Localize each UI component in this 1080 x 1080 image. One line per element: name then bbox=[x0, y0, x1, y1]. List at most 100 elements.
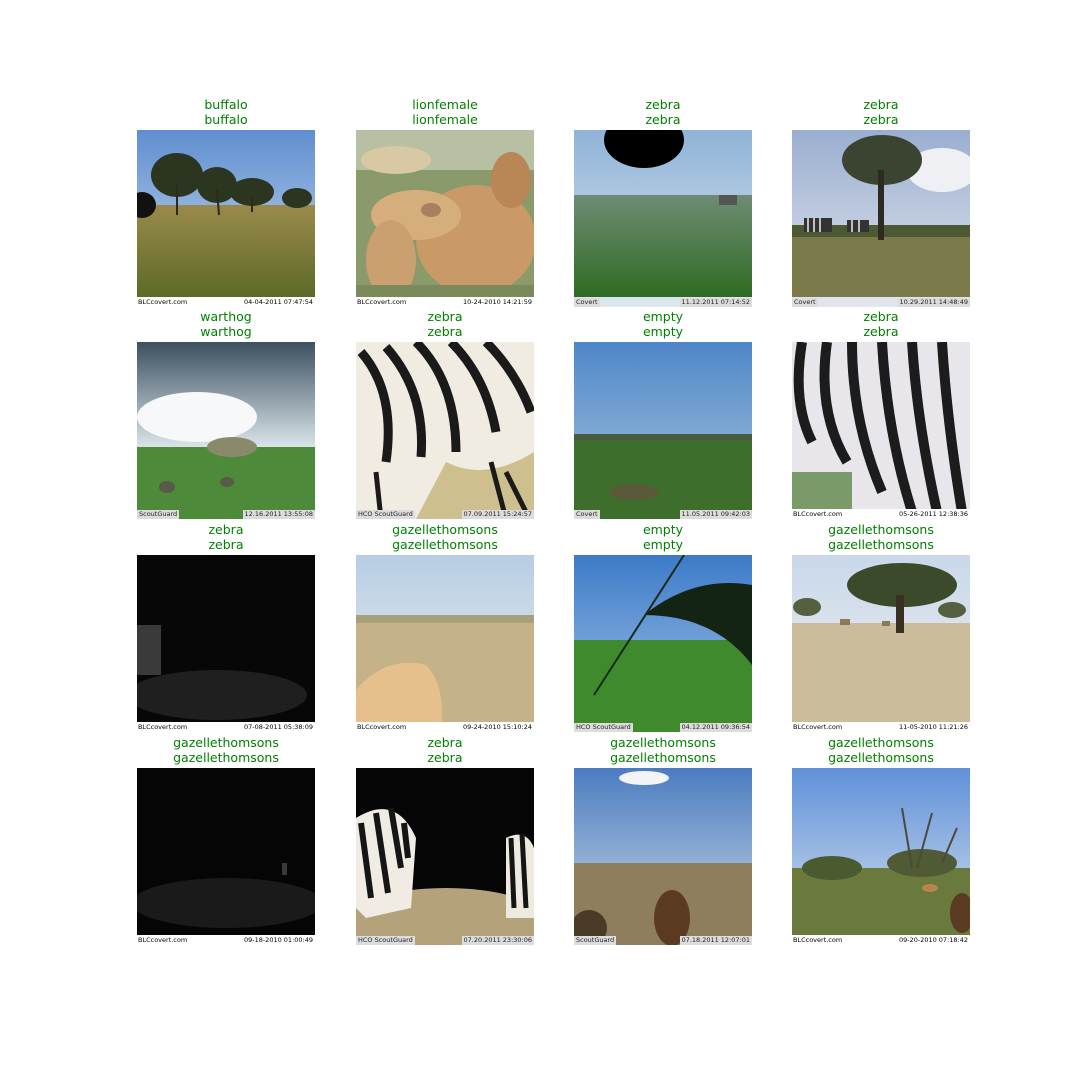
camera-trap-photo: BLCcovert.com 11-05-2010 11:21:26 bbox=[792, 555, 970, 732]
camera-brand: Covert bbox=[574, 298, 600, 307]
true-label: zebra bbox=[208, 522, 244, 537]
timestamp: 07.09.2011 15:24:57 bbox=[461, 510, 534, 519]
cell-labels: lionfemale lionfemale bbox=[316, 97, 574, 127]
camera-brand: BLCcovert.com bbox=[138, 298, 188, 306]
camera-trap-photo: Covert 10.29.2011 14:48:49 bbox=[792, 130, 970, 307]
camera-brand: BLCcovert.com bbox=[793, 936, 843, 944]
camera-info-strip: BLCcovert.com 07-08-2011 05:38:09 bbox=[137, 722, 315, 732]
camera-info-strip: HCO ScoutGuard 04.12.2011 09:36:54 bbox=[574, 722, 752, 732]
camera-info-strip: Covert 11.05.2011 09:42:03 bbox=[574, 509, 752, 519]
cell-labels: zebra zebra bbox=[316, 309, 574, 339]
timestamp: 09-18-2010 01:00:49 bbox=[243, 936, 313, 944]
cell-labels: zebra zebra bbox=[752, 309, 1010, 339]
timestamp: 11.12.2011 07:14:52 bbox=[679, 298, 752, 307]
camera-brand: HCO ScoutGuard bbox=[356, 510, 415, 519]
cell-labels: gazellethomsons gazellethomsons bbox=[752, 522, 1010, 552]
camera-info-strip: BLCcovert.com 05-26-2011 12:38:36 bbox=[792, 509, 970, 519]
camera-info-strip: BLCcovert.com 04-04-2011 07:47:54 bbox=[137, 297, 315, 307]
camera-brand: HCO ScoutGuard bbox=[356, 936, 415, 945]
timestamp: 04-04-2011 07:47:54 bbox=[243, 298, 313, 306]
true-label: gazellethomsons bbox=[828, 522, 934, 537]
camera-info-strip: BLCcovert.com 09-20-2010 07:18:42 bbox=[792, 935, 970, 945]
camera-trap-photo: HCO ScoutGuard 04.12.2011 09:36:54 bbox=[574, 555, 752, 732]
true-label: gazellethomsons bbox=[392, 522, 498, 537]
predicted-label: zebra bbox=[208, 537, 244, 552]
timestamp: 07.18.2011 12:07:01 bbox=[679, 936, 752, 945]
predicted-label: gazellethomsons bbox=[392, 537, 498, 552]
predicted-label: zebra bbox=[645, 112, 681, 127]
predicted-label: buffalo bbox=[204, 112, 248, 127]
camera-brand: ScoutGuard bbox=[574, 936, 617, 945]
camera-brand: Covert bbox=[792, 298, 818, 307]
timestamp: 10.29.2011 14:48:49 bbox=[897, 298, 970, 307]
cell-labels: empty empty bbox=[534, 309, 792, 339]
camera-trap-photo: BLCcovert.com 05-26-2011 12:38:36 bbox=[792, 342, 970, 519]
timestamp: 07-08-2011 05:38:09 bbox=[243, 723, 313, 731]
camera-trap-photo: BLCcovert.com 10-24-2010 14:21:59 bbox=[356, 130, 534, 307]
cell-labels: buffalo buffalo bbox=[97, 97, 355, 127]
predicted-label: empty bbox=[642, 324, 684, 339]
true-label: empty bbox=[642, 309, 684, 324]
predicted-label: gazellethomsons bbox=[173, 750, 279, 765]
predicted-label: empty bbox=[642, 537, 684, 552]
true-label: warthog bbox=[200, 309, 252, 324]
cell-labels: gazellethomsons gazellethomsons bbox=[316, 522, 574, 552]
cell-labels: gazellethomsons gazellethomsons bbox=[752, 735, 1010, 765]
camera-info-strip: Covert 11.12.2011 07:14:52 bbox=[574, 297, 752, 307]
camera-trap-photo: BLCcovert.com 09-20-2010 07:18:42 bbox=[792, 768, 970, 945]
camera-trap-photo: Covert 11.05.2011 09:42:03 bbox=[574, 342, 752, 519]
camera-info-strip: ScoutGuard 12.16.2011 13:55:08 bbox=[137, 509, 315, 519]
true-label: zebra bbox=[863, 97, 899, 112]
camera-info-strip: HCO ScoutGuard 07.20.2011 23:30:06 bbox=[356, 935, 534, 945]
timestamp: 07.20.2011 23:30:06 bbox=[461, 936, 534, 945]
camera-trap-photo: BLCcovert.com 07-08-2011 05:38:09 bbox=[137, 555, 315, 732]
true-label: buffalo bbox=[204, 97, 248, 112]
timestamp: 09-20-2010 07:18:42 bbox=[898, 936, 968, 944]
true-label: zebra bbox=[645, 97, 681, 112]
predicted-label: lionfemale bbox=[412, 112, 478, 127]
camera-info-strip: BLCcovert.com 11-05-2010 11:21:26 bbox=[792, 722, 970, 732]
cell-labels: gazellethomsons gazellethomsons bbox=[534, 735, 792, 765]
timestamp: 11.05.2011 09:42:03 bbox=[679, 510, 752, 519]
true-label: gazellethomsons bbox=[610, 735, 716, 750]
camera-trap-photo: HCO ScoutGuard 07.20.2011 23:30:06 bbox=[356, 768, 534, 945]
camera-brand: ScoutGuard bbox=[137, 510, 180, 519]
camera-trap-photo: BLCcovert.com 09-18-2010 01:00:49 bbox=[137, 768, 315, 945]
cell-labels: zebra zebra bbox=[752, 97, 1010, 127]
camera-brand: BLCcovert.com bbox=[357, 298, 407, 306]
camera-info-strip: BLCcovert.com 10-24-2010 14:21:59 bbox=[356, 297, 534, 307]
camera-info-strip: Covert 10.29.2011 14:48:49 bbox=[792, 297, 970, 307]
camera-trap-photo: HCO ScoutGuard 07.09.2011 15:24:57 bbox=[356, 342, 534, 519]
camera-info-strip: ScoutGuard 07.18.2011 12:07:01 bbox=[574, 935, 752, 945]
cell-labels: empty empty bbox=[534, 522, 792, 552]
predicted-label: zebra bbox=[427, 750, 463, 765]
timestamp: 10-24-2010 14:21:59 bbox=[462, 298, 532, 306]
camera-info-strip: BLCcovert.com 09-18-2010 01:00:49 bbox=[137, 935, 315, 945]
camera-brand: BLCcovert.com bbox=[357, 723, 407, 731]
camera-trap-photo: ScoutGuard 07.18.2011 12:07:01 bbox=[574, 768, 752, 945]
timestamp: 05-26-2011 12:38:36 bbox=[898, 510, 968, 518]
cell-labels: gazellethomsons gazellethomsons bbox=[97, 735, 355, 765]
camera-trap-photo: Covert 11.12.2011 07:14:52 bbox=[574, 130, 752, 307]
camera-brand: BLCcovert.com bbox=[793, 723, 843, 731]
predicted-label: gazellethomsons bbox=[828, 750, 934, 765]
camera-brand: BLCcovert.com bbox=[138, 723, 188, 731]
true-label: zebra bbox=[863, 309, 899, 324]
predicted-label: gazellethomsons bbox=[610, 750, 716, 765]
camera-brand: HCO ScoutGuard bbox=[574, 723, 633, 732]
predicted-label: warthog bbox=[200, 324, 252, 339]
camera-info-strip: BLCcovert.com 09-24-2010 15:10:24 bbox=[356, 722, 534, 732]
camera-trap-photo: ScoutGuard 12.16.2011 13:55:08 bbox=[137, 342, 315, 519]
cell-labels: zebra zebra bbox=[97, 522, 355, 552]
cell-labels: warthog warthog bbox=[97, 309, 355, 339]
cell-labels: zebra zebra bbox=[534, 97, 792, 127]
camera-brand: Covert bbox=[574, 510, 600, 519]
predicted-label: zebra bbox=[427, 324, 463, 339]
true-label: zebra bbox=[427, 735, 463, 750]
predicted-label: gazellethomsons bbox=[828, 537, 934, 552]
timestamp: 12.16.2011 13:55:08 bbox=[242, 510, 315, 519]
camera-trap-photo: BLCcovert.com 04-04-2011 07:47:54 bbox=[137, 130, 315, 307]
true-label: zebra bbox=[427, 309, 463, 324]
true-label: gazellethomsons bbox=[173, 735, 279, 750]
